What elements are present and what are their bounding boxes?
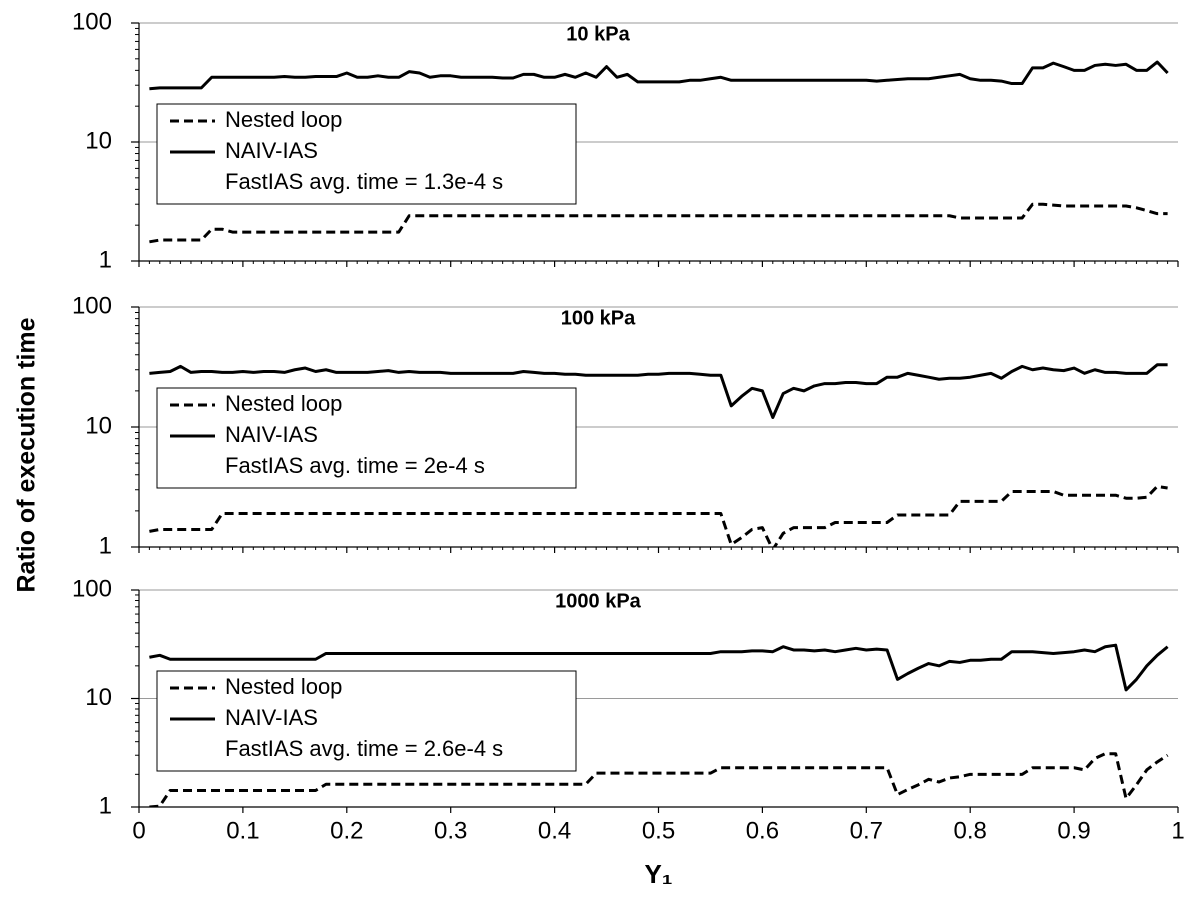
y-tick-label: 10 [85, 127, 112, 154]
series-line [149, 202, 1168, 244]
legend-box [156, 670, 577, 772]
legend-label: Nested loop [225, 107, 342, 132]
y-tick-label: 1 [99, 532, 112, 559]
panel-title: 100 kPa [561, 307, 636, 329]
y-tick-label: 1 [99, 792, 112, 819]
x-tick-label: 0.3 [434, 817, 467, 844]
y-tick-label: 10 [85, 412, 112, 439]
x-tick-label: 0.4 [538, 817, 571, 844]
series-line [149, 484, 1168, 547]
x-tick-label: 0.6 [746, 817, 779, 844]
series-line [149, 643, 1169, 692]
legend-box [156, 103, 577, 205]
x-tick-label: 1 [1171, 817, 1184, 844]
series-line [149, 363, 1168, 419]
panel-title: 10 kPa [566, 23, 630, 45]
x-axis-label: Y₁ [644, 859, 672, 889]
legend-box [156, 387, 577, 489]
x-tick-label: 0.9 [1057, 817, 1090, 844]
y-tick-label: 100 [72, 8, 112, 35]
legend-label: Nested loop [225, 674, 342, 699]
series-line [149, 752, 1169, 807]
y-axis-label: Ratio of execution time [13, 317, 41, 592]
x-tick-label: 0 [132, 817, 145, 844]
legend-label: NAIV-IAS [225, 422, 318, 447]
legend-label: NAIV-IAS [225, 705, 318, 730]
annotation: FastIAS avg. time = 2.6e-4 s [225, 736, 503, 761]
x-tick-label: 0.5 [642, 817, 675, 844]
y-tick-label: 10 [85, 684, 112, 711]
x-tick-label: 0.2 [330, 817, 363, 844]
annotation: FastIAS avg. time = 1.3e-4 s [225, 169, 503, 194]
legend-label: Nested loop [225, 391, 342, 416]
y-tick-label: 100 [72, 292, 112, 319]
x-tick-label: 0.1 [226, 817, 259, 844]
annotation: FastIAS avg. time = 2e-4 s [225, 453, 485, 478]
legend-label: NAIV-IAS [225, 138, 318, 163]
y-tick-label: 100 [72, 575, 112, 602]
x-tick-label: 0.8 [954, 817, 987, 844]
y-tick-label: 1 [99, 246, 112, 273]
series-line [149, 60, 1169, 91]
panel-title: 1000 kPa [555, 590, 642, 612]
x-tick-label: 0.7 [850, 817, 883, 844]
